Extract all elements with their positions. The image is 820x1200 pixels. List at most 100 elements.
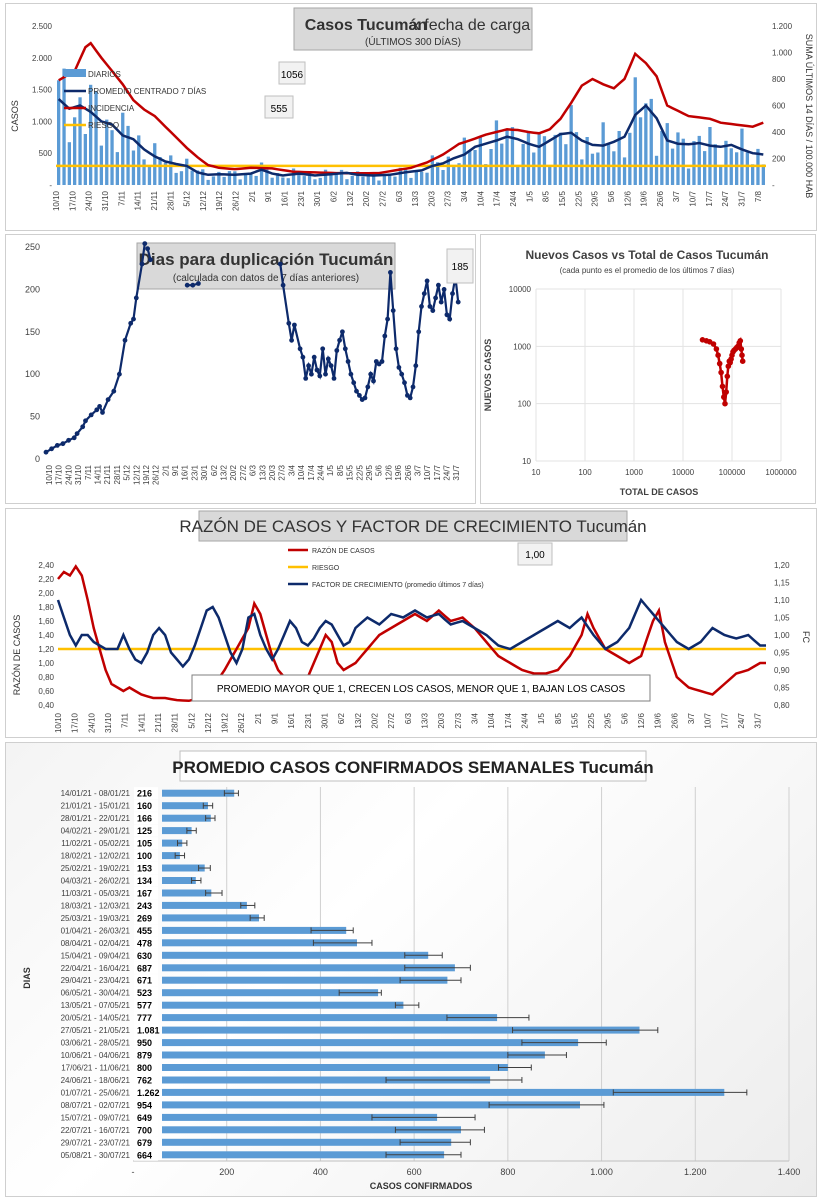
- x-tick-label: 13/3: [258, 464, 267, 480]
- value-label: 777: [137, 1013, 152, 1023]
- y2-tick-label: 1.000: [772, 49, 793, 58]
- scatter-point: [716, 360, 723, 367]
- value-label: 671: [137, 976, 152, 986]
- daily-bar: [126, 125, 130, 185]
- weekly-bar: [162, 1126, 461, 1134]
- y2-tick-label: 1,05: [774, 614, 790, 623]
- x-tick-label: 31/7: [754, 712, 763, 728]
- x-tick-label: 10/10: [45, 464, 54, 485]
- doubling-days-point: [297, 346, 303, 352]
- weekly-bar: [162, 1014, 498, 1022]
- chart-title-box: [198, 510, 628, 542]
- value-label-background: [134, 936, 158, 949]
- x-tick-label: 29/5: [365, 464, 374, 480]
- ratio-growth-chart-panel: RAZÓN DE CASOS Y FACTOR DE CRECIMIENTO T…: [5, 508, 817, 738]
- x-tick-label: 17/4: [504, 712, 513, 728]
- x-tick-label: 23/1: [304, 712, 313, 728]
- daily-bar: [452, 167, 456, 185]
- daily-bar: [356, 171, 360, 185]
- y-axis-label: DIAS: [22, 967, 32, 989]
- legend-daily: DIARIOS: [88, 70, 121, 79]
- doubling-days-point: [402, 380, 407, 386]
- daily-bar: [329, 174, 333, 185]
- annotation-1056: 1056: [281, 70, 304, 81]
- doubling-days-point: [289, 337, 294, 343]
- daily-bar: [238, 179, 242, 185]
- y2-tick-label: -: [772, 181, 775, 190]
- x-tick-label: 16/1: [181, 464, 190, 480]
- chart-title: Nuevos Casos vs Total de Casos Tucumán: [526, 248, 769, 262]
- x-tick-label: 10/7: [689, 190, 698, 206]
- daily-bar: [521, 143, 525, 185]
- category-label: 29/04/21 - 23/04/21: [61, 976, 131, 985]
- value-label: 153: [137, 864, 152, 874]
- doubling-days-point: [393, 346, 399, 352]
- x-tick-label: 10000: [672, 468, 695, 477]
- weekly-bar: [162, 1088, 725, 1096]
- legend-background: [284, 543, 514, 595]
- daily-bar: [270, 177, 274, 185]
- y2-tick-label: 0,90: [774, 666, 790, 675]
- doubling-days-chart-panel: Dias para duplicación Tucumán (calculada…: [5, 234, 476, 504]
- daily-bar: [703, 151, 707, 185]
- x-tick-label: 17/10: [55, 464, 64, 485]
- daily-bar: [446, 156, 450, 185]
- doubling-days-point: [410, 384, 416, 390]
- doubling-days-point: [314, 367, 320, 373]
- daily-bar: [628, 132, 632, 185]
- x-tick-label: 20/2: [229, 464, 238, 480]
- doubling-days-point: [309, 371, 314, 377]
- daily-bar: [516, 165, 520, 185]
- y-tick-label: 200: [25, 284, 40, 294]
- category-label: 28/01/21 - 22/01/21: [61, 814, 131, 823]
- x-tick-label: 9/1: [171, 464, 180, 476]
- daily-bar: [681, 138, 685, 185]
- daily-bar: [676, 132, 680, 185]
- growth-factor-line: [56, 597, 766, 669]
- x-tick-label: 21/11: [154, 712, 163, 732]
- annotation-ratio: 1,00: [525, 550, 545, 561]
- daily-bar: [334, 173, 338, 185]
- note-box: [191, 674, 651, 702]
- x-tick-label: 3/4: [287, 464, 296, 476]
- scatter-point: [715, 352, 721, 358]
- scatter-point: [737, 338, 744, 344]
- weekly-bar: [162, 1039, 579, 1047]
- daily-bar: [281, 177, 285, 185]
- x-tick-label: 2/1: [248, 190, 257, 202]
- weekly-bar: [162, 839, 183, 847]
- daily-bar: [633, 77, 637, 185]
- y2-tick-label: 1,20: [774, 561, 790, 570]
- legend-ratio: RAZÓN DE CASOS: [312, 546, 375, 555]
- x-tick-label: 1.000: [590, 1167, 613, 1177]
- ratio-growth-chart: RAZÓN DE CASOS Y FACTOR DE CRECIMIENTO T…: [12, 510, 811, 733]
- weekly-average-chart: PROMEDIO CASOS CONFIRMADOS SEMANALES Tuc…: [22, 750, 800, 1191]
- daily-bar: [649, 98, 653, 185]
- value-label: 269: [137, 913, 152, 923]
- category-label: 11/03/21 - 05/03/21: [61, 889, 130, 898]
- value-label-background: [134, 924, 158, 937]
- doubling-days-point: [354, 388, 359, 394]
- scatter-point: [713, 346, 720, 352]
- value-label-background: [134, 911, 158, 924]
- category-label: 18/02/21 - 12/02/21: [61, 852, 131, 861]
- value-label: 105: [137, 839, 152, 849]
- x-tick-label: 600: [407, 1167, 422, 1177]
- daily-bar: [115, 152, 119, 185]
- daily-bar: [612, 151, 616, 185]
- annotation-555: 555: [271, 104, 288, 115]
- daily-bar: [740, 128, 744, 185]
- doubling-days-point: [145, 246, 151, 252]
- weekly-bar: [162, 1064, 508, 1071]
- category-label: 08/07/21 - 02/07/21: [61, 1101, 131, 1110]
- x-tick-label: 5/6: [375, 464, 384, 476]
- daily-bar: [211, 176, 216, 185]
- y-tick-label: 2.000: [32, 54, 53, 63]
- value-label-background: [134, 824, 158, 837]
- x-tick-label: 9/1: [264, 190, 273, 202]
- value-label: 167: [137, 888, 152, 898]
- doubling-days-point: [430, 308, 436, 313]
- value-label: 134: [137, 876, 152, 886]
- value-label: 679: [137, 1138, 152, 1148]
- category-label: 01/07/21 - 25/06/21: [61, 1088, 131, 1097]
